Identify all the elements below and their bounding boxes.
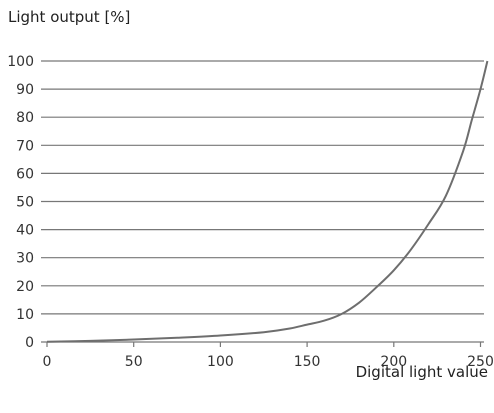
x-tick-label: 50 (125, 354, 143, 370)
x-tick-label: 200 (380, 354, 407, 370)
y-tick-label: 10 (16, 307, 34, 323)
y-tick-label: 100 (7, 54, 34, 70)
series-line-0 (46, 60, 489, 343)
series-group (46, 60, 489, 343)
y-tick-label: 30 (16, 251, 34, 267)
y-tick-label: 0 (25, 335, 34, 351)
y-tick-label: 60 (16, 166, 34, 182)
y-tick-labels: 0 10 20 30 40 50 60 70 80 90 100 (7, 54, 34, 351)
y-axis-title: Light output [%] (8, 8, 130, 26)
y-tick-label: 70 (16, 138, 34, 154)
x-tick-label: 150 (294, 354, 321, 370)
y-tick-label: 40 (16, 223, 34, 239)
x-tick-label: 250 (467, 354, 494, 370)
y-tick-label: 90 (16, 82, 34, 98)
x-tick-label: 0 (43, 354, 52, 370)
y-tick-label: 80 (16, 110, 34, 126)
x-axis-title: Digital light value (356, 363, 488, 381)
x-tick-labels: 0 50 100 150 200 250 (43, 354, 494, 370)
y-tick-label: 20 (16, 279, 34, 295)
x-tick-label: 100 (207, 354, 234, 370)
y-tick-label: 50 (16, 195, 34, 211)
gridlines (41, 60, 484, 347)
